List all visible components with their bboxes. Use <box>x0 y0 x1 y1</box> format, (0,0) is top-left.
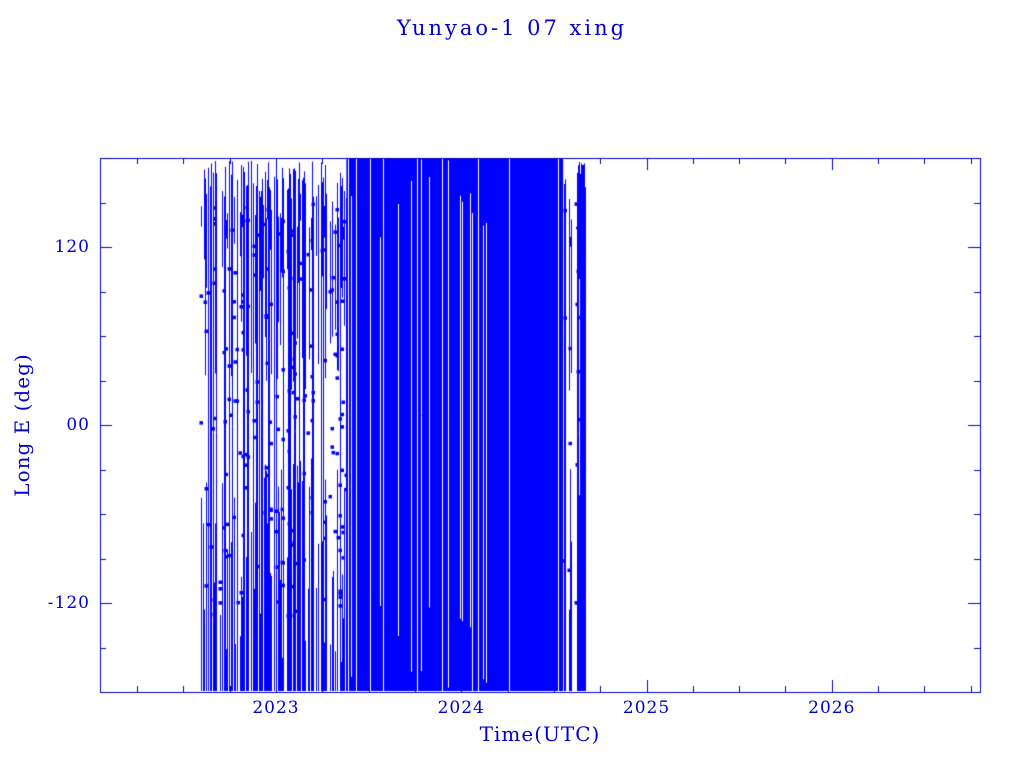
x-tick-label: 2025 <box>622 698 671 718</box>
y-tick-label: 00 <box>66 415 90 435</box>
x-tick-label: 2026 <box>808 698 856 718</box>
x-tick-label: 2024 <box>437 698 485 718</box>
y-tick-label: 120 <box>54 237 90 257</box>
x-tick-label: 2023 <box>252 698 300 718</box>
x-axis-title: Time(UTC) <box>479 722 601 746</box>
chart-title: Yunyao-1 07 xing <box>396 16 628 40</box>
y-tick-label: -120 <box>47 593 90 613</box>
